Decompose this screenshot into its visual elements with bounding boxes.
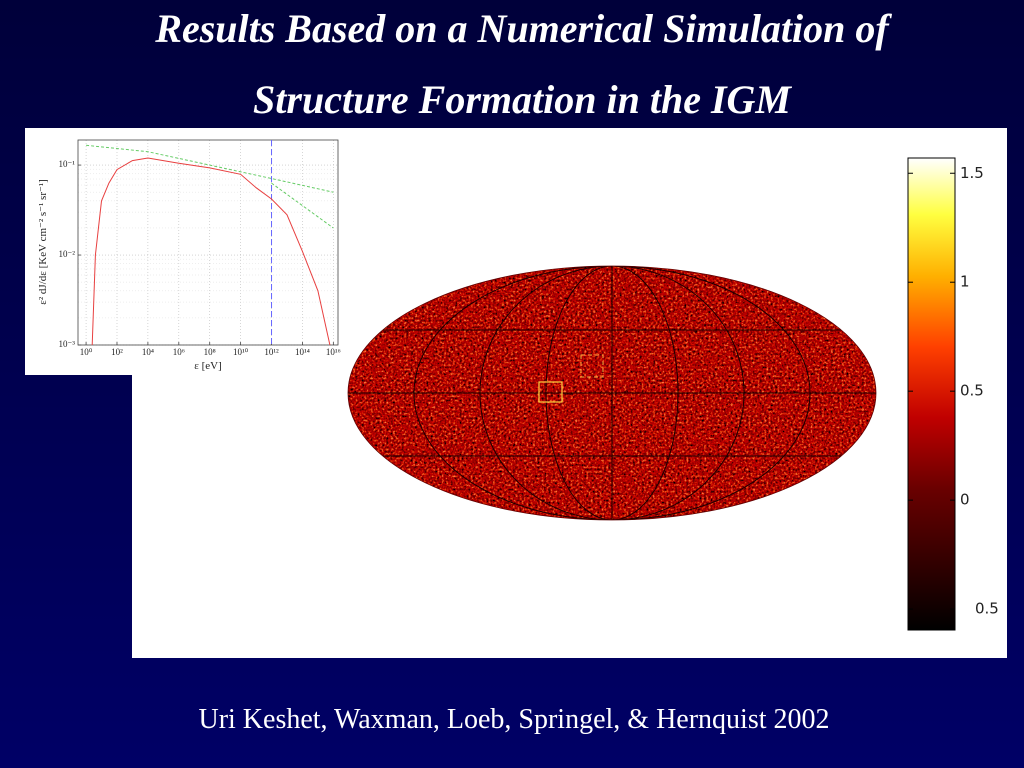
title-line: Results Based on a Numerical Simulation … [154,6,892,51]
inset-frame [77,139,339,346]
inset-series-line [271,182,334,229]
inset-x-label: ε [eV] [194,360,222,372]
sky-map [347,265,877,521]
inset-series-line [91,157,331,346]
inset-y-tick-label: 10⁻² [59,249,76,259]
inset-x-tick-label: 10⁴ [142,347,154,357]
highlight-box [538,381,563,403]
colorbar-tick-label: 0.5 [975,600,999,618]
inset-x-tick-label: 10⁸ [204,347,216,357]
inset-panel [25,128,350,375]
colorbar-tick-label: 1.5 [960,164,984,182]
inset-y-tick-label: 10⁻³ [59,339,76,349]
colorbar [907,157,956,631]
inset-series-line [86,144,334,193]
inset-x-tick-label: 10¹² [264,347,279,357]
highlight-box [580,354,604,378]
colorbar-tick-label: 0 [960,491,970,509]
inset-x-tick-label: 10¹⁶ [326,347,341,357]
inset-x-tick-label: 10⁶ [173,347,185,357]
inset-y-label: ε² dJ/dε [KeV cm⁻² s⁻¹ sr⁻¹] [37,179,49,305]
inset-x-tick-label: 10¹⁰ [233,347,249,357]
sky-outline [347,265,877,521]
caption: Uri Keshet, Waxman, Loeb, Springel, & He… [198,704,829,735]
inset-y-tick-label: 10⁻¹ [59,159,76,169]
inset-x-tick-label: 10⁰ [80,347,93,357]
colorbar-tick-label: 1 [960,273,970,291]
inset-x-tick-label: 10¹⁴ [295,347,310,357]
title-line: Structure Formation in the IGM [253,77,792,122]
inset-x-tick-label: 10² [111,347,123,357]
colorbar-tick-label: 0.5 [960,382,984,400]
